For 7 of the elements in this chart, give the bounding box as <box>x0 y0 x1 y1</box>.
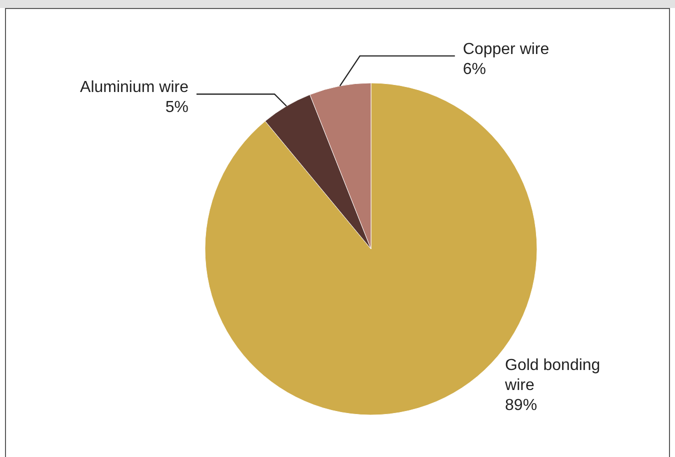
slice-label: Copper wire <box>462 40 550 58</box>
pie-slice <box>204 82 538 416</box>
data-label: 89% <box>505 397 538 414</box>
data-label: 6% <box>462 60 486 78</box>
slice-label: Aluminium wire <box>80 79 189 96</box>
slice-label: Gold bonding wire <box>504 357 600 394</box>
data-label: 5% <box>165 99 188 116</box>
